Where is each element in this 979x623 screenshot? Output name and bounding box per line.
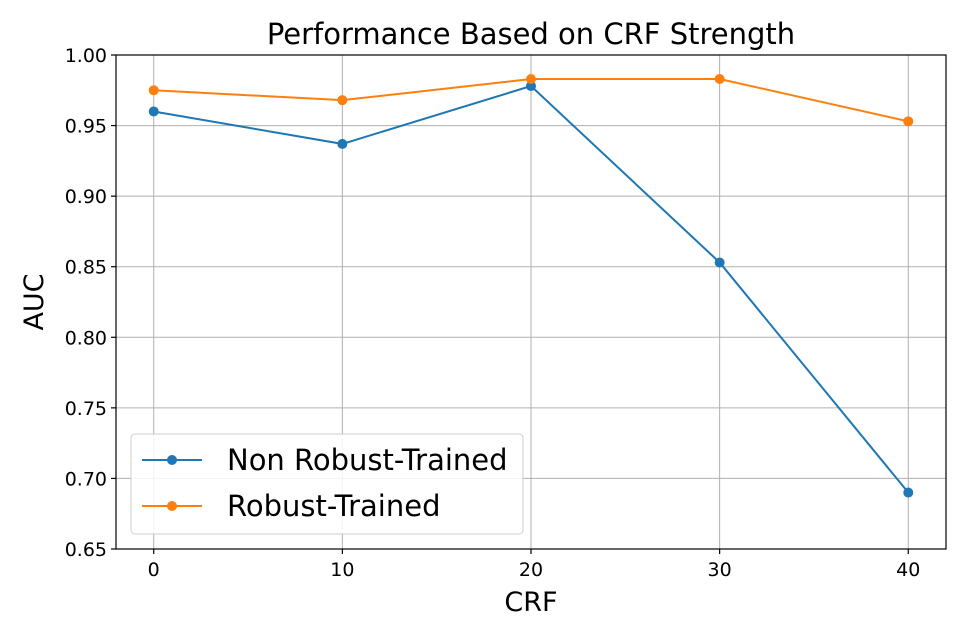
legend-label-non-robust: Non Robust-Trained: [227, 443, 508, 477]
axis-ticks: 0 10 20 30 40 0.65 0.70 0.75 0.80 0.85 0.90 0.95 1.0…: [65, 45, 921, 581]
y-tick-label: 0.65: [65, 539, 107, 561]
y-tick-label: 0.90: [65, 186, 107, 208]
y-tick-label: 0.75: [65, 398, 107, 420]
y-tick-label: 0.95: [65, 116, 107, 138]
x-axis-label: CRF: [504, 587, 557, 618]
data-point-non-robust-trained: [714, 257, 725, 268]
x-tick-label: 10: [330, 559, 354, 581]
data-point-robust-trained: [526, 73, 536, 84]
x-tick-label: 20: [519, 559, 543, 581]
data-point-non-robust-trained: [148, 106, 159, 117]
data-point-non-robust-trained: [903, 487, 914, 498]
legend-marker-robust: [167, 501, 177, 511]
legend-marker-non-robust: [167, 455, 177, 465]
chart-title: Performance Based on CRF Strength: [267, 17, 795, 51]
data-point-robust-trained: [714, 73, 725, 84]
legend-label-robust: Robust-Trained: [227, 489, 441, 523]
x-tick-label: 40: [896, 559, 920, 581]
data-point-robust-trained: [148, 85, 159, 96]
legend-box: [130, 433, 524, 535]
x-tick-label: 0: [148, 559, 160, 581]
y-tick-label: 0.85: [65, 257, 107, 279]
data-point-non-robust-trained: [526, 81, 536, 92]
data-point-non-robust-trained: [337, 138, 348, 149]
legend: Non Robust-Trained Robust-Trained: [130, 433, 524, 535]
data-point-robust-trained: [903, 116, 914, 127]
y-tick-label: 1.00: [65, 45, 107, 67]
y-tick-label: 0.80: [65, 327, 107, 349]
series-layer: [148, 73, 914, 498]
y-tick-label: 0.70: [65, 468, 107, 490]
y-axis-label: AUC: [19, 273, 50, 330]
data-point-robust-trained: [337, 95, 348, 106]
x-tick-label: 30: [708, 559, 732, 581]
